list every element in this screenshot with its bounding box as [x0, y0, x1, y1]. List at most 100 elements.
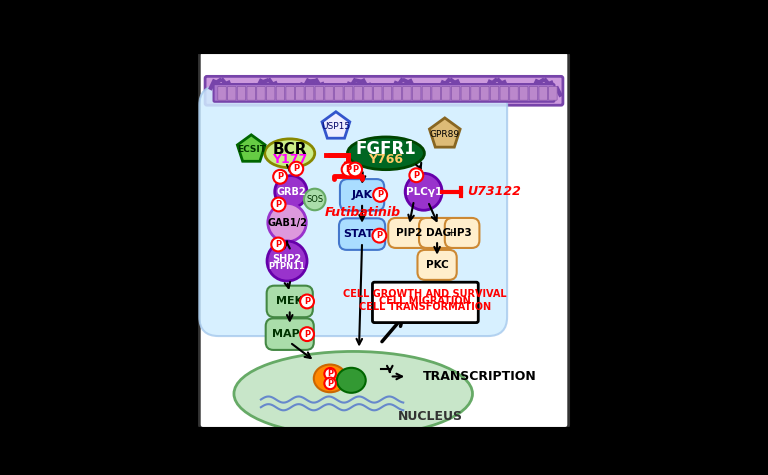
Text: Y766: Y766: [369, 152, 403, 166]
FancyBboxPatch shape: [335, 86, 343, 100]
Text: PKC: PKC: [425, 260, 449, 270]
FancyBboxPatch shape: [419, 218, 458, 248]
Text: PIP2: PIP2: [396, 228, 422, 238]
Text: +: +: [447, 228, 456, 238]
FancyBboxPatch shape: [432, 86, 440, 100]
Text: SOS: SOS: [306, 195, 323, 204]
Circle shape: [373, 188, 387, 202]
Circle shape: [304, 189, 326, 210]
FancyBboxPatch shape: [218, 86, 227, 100]
FancyBboxPatch shape: [539, 86, 548, 100]
FancyBboxPatch shape: [364, 86, 372, 100]
FancyBboxPatch shape: [422, 86, 431, 100]
Text: TRANSCRIPTION: TRANSCRIPTION: [422, 370, 536, 383]
Text: GAB1/2: GAB1/2: [267, 218, 307, 228]
Text: CELL GROWTH AND SURVIVAL: CELL GROWTH AND SURVIVAL: [343, 289, 507, 299]
FancyBboxPatch shape: [500, 86, 508, 100]
Circle shape: [273, 170, 287, 184]
Text: GPR89: GPR89: [430, 130, 460, 139]
FancyBboxPatch shape: [339, 218, 386, 250]
FancyBboxPatch shape: [442, 86, 450, 100]
Polygon shape: [429, 118, 460, 147]
Circle shape: [268, 203, 306, 242]
FancyBboxPatch shape: [340, 179, 384, 210]
Circle shape: [342, 162, 356, 176]
Ellipse shape: [347, 137, 425, 170]
FancyBboxPatch shape: [237, 86, 246, 100]
Text: NUCLEUS: NUCLEUS: [398, 410, 462, 423]
Circle shape: [406, 173, 442, 210]
FancyBboxPatch shape: [266, 285, 313, 317]
Text: CELL TRANSFORMATION: CELL TRANSFORMATION: [359, 302, 492, 312]
Text: P: P: [304, 330, 310, 339]
Text: GRB2: GRB2: [276, 187, 306, 197]
Text: IP3: IP3: [452, 228, 472, 238]
Circle shape: [290, 162, 303, 176]
Circle shape: [271, 238, 285, 251]
Text: JAK: JAK: [352, 190, 372, 200]
Text: P: P: [293, 164, 300, 173]
Text: USP15: USP15: [321, 122, 350, 131]
FancyBboxPatch shape: [373, 86, 382, 100]
Text: P: P: [346, 165, 352, 174]
FancyBboxPatch shape: [461, 86, 469, 100]
FancyBboxPatch shape: [418, 250, 457, 280]
FancyBboxPatch shape: [402, 86, 411, 100]
FancyBboxPatch shape: [200, 51, 568, 428]
Circle shape: [300, 327, 314, 341]
FancyBboxPatch shape: [276, 86, 285, 100]
FancyBboxPatch shape: [200, 86, 507, 336]
FancyBboxPatch shape: [383, 86, 392, 100]
Text: P: P: [277, 172, 283, 181]
Polygon shape: [322, 112, 349, 138]
FancyBboxPatch shape: [227, 86, 236, 100]
FancyBboxPatch shape: [257, 86, 265, 100]
FancyBboxPatch shape: [296, 86, 304, 100]
FancyBboxPatch shape: [519, 86, 528, 100]
Text: P: P: [376, 231, 382, 240]
Ellipse shape: [234, 352, 472, 436]
Polygon shape: [237, 135, 265, 162]
FancyBboxPatch shape: [445, 218, 479, 248]
FancyBboxPatch shape: [325, 86, 333, 100]
Text: P: P: [276, 200, 282, 209]
FancyBboxPatch shape: [315, 86, 323, 100]
FancyBboxPatch shape: [286, 86, 294, 100]
Text: U73122: U73122: [467, 185, 521, 198]
Text: P: P: [377, 190, 383, 200]
Circle shape: [409, 168, 423, 182]
Text: CELL MIGRATION: CELL MIGRATION: [379, 295, 471, 306]
Text: MEK: MEK: [276, 296, 303, 306]
FancyBboxPatch shape: [372, 282, 478, 323]
Ellipse shape: [337, 368, 366, 393]
Text: P: P: [413, 171, 419, 180]
FancyBboxPatch shape: [548, 86, 557, 100]
Circle shape: [275, 176, 307, 208]
Ellipse shape: [314, 364, 346, 392]
Text: PLCγ1: PLCγ1: [406, 187, 442, 197]
Text: STAT3: STAT3: [343, 229, 381, 239]
FancyBboxPatch shape: [452, 86, 460, 100]
Text: P: P: [327, 369, 333, 378]
FancyBboxPatch shape: [389, 218, 430, 248]
Text: DAG: DAG: [426, 228, 451, 238]
Circle shape: [348, 162, 362, 176]
Text: Futibatinib: Futibatinib: [324, 207, 400, 219]
FancyBboxPatch shape: [529, 86, 538, 100]
FancyBboxPatch shape: [266, 318, 314, 350]
Text: P: P: [304, 297, 310, 306]
Text: BCR: BCR: [273, 142, 307, 157]
Text: P: P: [327, 379, 333, 388]
Text: Y177: Y177: [272, 152, 307, 166]
Text: PTPN11: PTPN11: [269, 262, 306, 271]
FancyBboxPatch shape: [490, 86, 498, 100]
FancyBboxPatch shape: [306, 86, 314, 100]
FancyBboxPatch shape: [393, 86, 402, 100]
FancyBboxPatch shape: [481, 86, 489, 100]
Circle shape: [267, 241, 307, 281]
Text: SHP2: SHP2: [273, 254, 302, 264]
FancyBboxPatch shape: [344, 86, 353, 100]
Circle shape: [372, 229, 386, 243]
Text: P: P: [352, 165, 358, 174]
FancyBboxPatch shape: [354, 86, 362, 100]
